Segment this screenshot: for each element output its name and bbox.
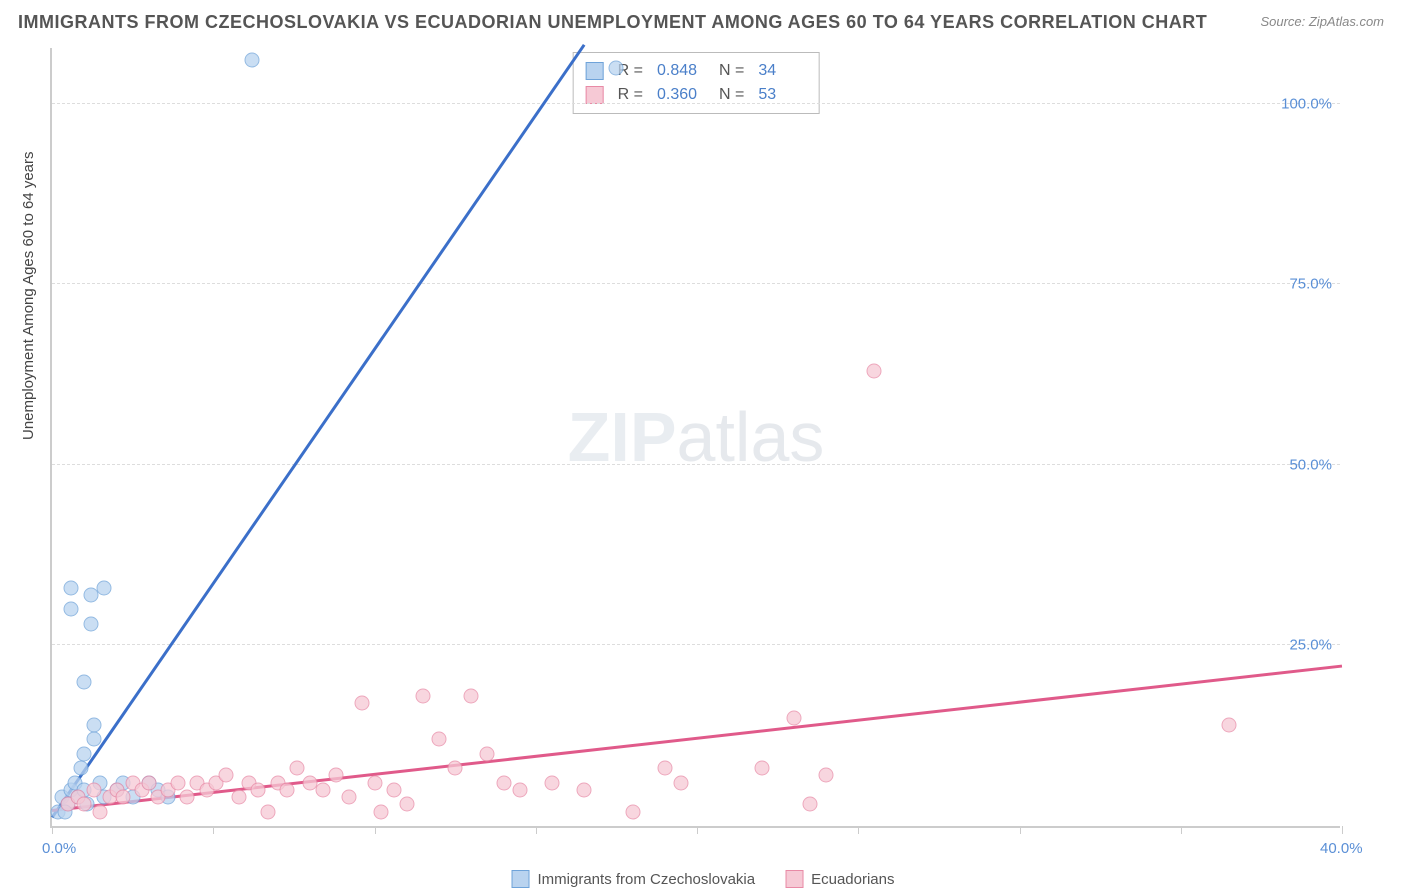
source-label: Source: ZipAtlas.com [1260,14,1384,29]
legend-swatch [512,870,530,888]
scatter-point [86,732,101,747]
legend-n-label: N = [719,59,744,83]
scatter-point [673,775,688,790]
scatter-point [786,710,801,725]
scatter-point [232,790,247,805]
x-tick [697,826,698,834]
y-tick-label: 50.0% [1289,456,1332,473]
scatter-point [251,782,266,797]
x-tick-label: 40.0% [1320,840,1363,857]
x-tick [1181,826,1182,834]
x-tick [1342,826,1343,834]
scatter-point [115,790,130,805]
watermark: ZIPatlas [568,397,825,477]
scatter-point [96,580,111,595]
scatter-point [290,761,305,776]
y-tick-label: 100.0% [1281,95,1332,112]
scatter-point [802,797,817,812]
scatter-point [1222,717,1237,732]
scatter-point [77,746,92,761]
scatter-point [657,761,672,776]
scatter-point [544,775,559,790]
scatter-point [141,775,156,790]
legend-swatch [586,62,604,80]
scatter-point [464,689,479,704]
gridline [52,283,1340,284]
scatter-point [373,804,388,819]
scatter-point [354,696,369,711]
x-tick [1020,826,1021,834]
scatter-point [512,782,527,797]
scatter-point [432,732,447,747]
scatter-point [83,616,98,631]
scatter-point [77,797,92,812]
scatter-point [867,364,882,379]
x-tick [536,826,537,834]
scatter-point [180,790,195,805]
scatter-point [754,761,769,776]
legend-swatch [785,870,803,888]
scatter-point [93,804,108,819]
correlation-legend: R =0.848N =34R =0.360N =53 [573,52,820,114]
scatter-point [86,717,101,732]
gridline [52,464,1340,465]
scatter-point [480,746,495,761]
scatter-point [367,775,382,790]
scatter-point [341,790,356,805]
trend-line [51,44,585,818]
scatter-point [386,782,401,797]
legend-item: Ecuadorians [785,870,894,888]
scatter-point [577,782,592,797]
gridline [52,644,1340,645]
series-legend: Immigrants from Czechoslovakia Ecuadorian… [512,870,895,888]
scatter-point [261,804,276,819]
scatter-point [625,804,640,819]
scatter-point [244,53,259,68]
scatter-point [315,782,330,797]
scatter-point [170,775,185,790]
scatter-point [448,761,463,776]
scatter-point [64,580,79,595]
legend-r-value: 0.848 [657,59,705,83]
scatter-point [77,674,92,689]
y-tick-label: 75.0% [1289,276,1332,293]
legend-swatch [586,86,604,104]
x-tick [213,826,214,834]
scatter-point [219,768,234,783]
x-tick [858,826,859,834]
legend-label: Ecuadorians [811,871,894,888]
legend-item: Immigrants from Czechoslovakia [512,870,756,888]
y-axis-label: Unemployment Among Ages 60 to 64 years [20,151,37,440]
scatter-point [280,782,295,797]
x-tick [52,826,53,834]
scatter-point [399,797,414,812]
legend-label: Immigrants from Czechoslovakia [538,871,756,888]
scatter-point [496,775,511,790]
x-tick-label: 0.0% [42,840,76,857]
y-tick-label: 25.0% [1289,637,1332,654]
scatter-plot: ZIPatlas R =0.848N =34R =0.360N =53 25.0… [50,48,1340,828]
gridline [52,103,1340,104]
scatter-point [64,602,79,617]
scatter-point [415,689,430,704]
scatter-point [74,761,89,776]
x-tick [375,826,376,834]
chart-title: IMMIGRANTS FROM CZECHOSLOVAKIA VS ECUADO… [18,12,1207,33]
scatter-point [86,782,101,797]
scatter-point [328,768,343,783]
scatter-point [819,768,834,783]
legend-n-value: 34 [758,59,806,83]
scatter-point [609,60,624,75]
